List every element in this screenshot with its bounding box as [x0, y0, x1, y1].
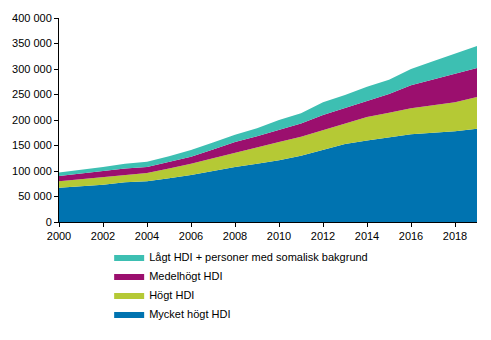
svg-text:2008: 2008 — [223, 230, 247, 242]
svg-text:2000: 2000 — [47, 230, 71, 242]
svg-text:2002: 2002 — [91, 230, 115, 242]
svg-text:2006: 2006 — [179, 230, 203, 242]
svg-text:2012: 2012 — [311, 230, 335, 242]
svg-text:2004: 2004 — [135, 230, 159, 242]
svg-text:150 000: 150 000 — [12, 139, 52, 151]
svg-text:Mycket högt HDI: Mycket högt HDI — [149, 308, 230, 320]
svg-text:350 000: 350 000 — [12, 37, 52, 49]
svg-text:2014: 2014 — [355, 230, 379, 242]
svg-text:200 000: 200 000 — [12, 114, 52, 126]
svg-text:2016: 2016 — [399, 230, 423, 242]
svg-text:Lågt HDI + personer med somali: Lågt HDI + personer med somalisk bakgrun… — [149, 251, 368, 263]
svg-text:2010: 2010 — [267, 230, 291, 242]
svg-text:400 000: 400 000 — [12, 12, 52, 24]
svg-text:100 000: 100 000 — [12, 165, 52, 177]
svg-text:50 000: 50 000 — [18, 190, 52, 202]
svg-text:300 000: 300 000 — [12, 63, 52, 75]
svg-text:250 000: 250 000 — [12, 88, 52, 100]
svg-text:Högt HDI: Högt HDI — [149, 289, 194, 301]
svg-text:Medelhögt HDI: Medelhögt HDI — [149, 270, 222, 282]
svg-text:0: 0 — [46, 216, 52, 228]
svg-text:2018: 2018 — [443, 230, 467, 242]
